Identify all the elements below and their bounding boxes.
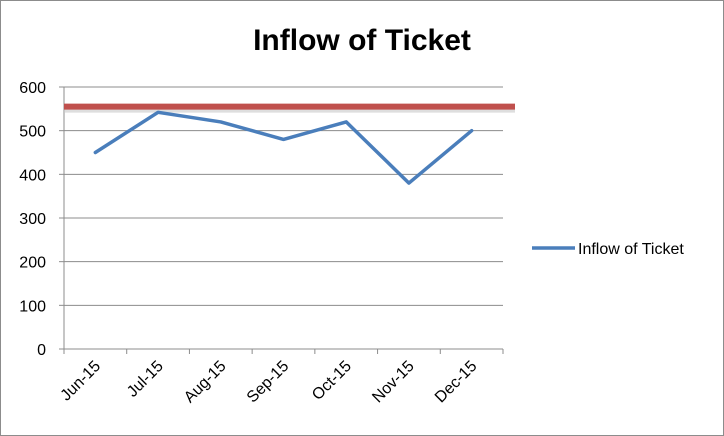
y-tick-label: 0 xyxy=(37,342,46,359)
y-axis-ticks: 0 100 200 300 400 500 600 xyxy=(19,80,46,359)
x-tick-label: Nov-15 xyxy=(369,358,418,407)
x-tick-label: Jul-15 xyxy=(124,358,167,401)
series-lines xyxy=(93,110,474,185)
x-tick-label: Aug-15 xyxy=(181,358,230,407)
legend: Inflow of Ticket xyxy=(532,241,684,258)
x-tick-label: Dec-15 xyxy=(432,358,481,407)
y-tick-label: 600 xyxy=(19,80,46,97)
gridlines xyxy=(59,86,504,354)
x-tick-label: Sep-15 xyxy=(244,358,293,407)
x-tick-label: Oct-15 xyxy=(309,358,355,404)
y-tick-label: 300 xyxy=(19,211,46,228)
legend-label: Inflow of Ticket xyxy=(578,241,684,258)
chart-title: Inflow of Ticket xyxy=(253,24,471,57)
threshold-line xyxy=(64,103,515,113)
y-tick-label: 100 xyxy=(19,298,46,315)
x-axis-ticks: Jun-15 Jul-15 Aug-15 Sep-15 Oct-15 Nov-15 Dec-… xyxy=(58,358,481,407)
y-tick-label: 500 xyxy=(19,124,46,141)
series-line xyxy=(93,110,474,185)
y-tick-label: 400 xyxy=(19,167,46,184)
y-tick-label: 200 xyxy=(19,255,46,272)
x-tick-label: Jun-15 xyxy=(58,358,105,405)
